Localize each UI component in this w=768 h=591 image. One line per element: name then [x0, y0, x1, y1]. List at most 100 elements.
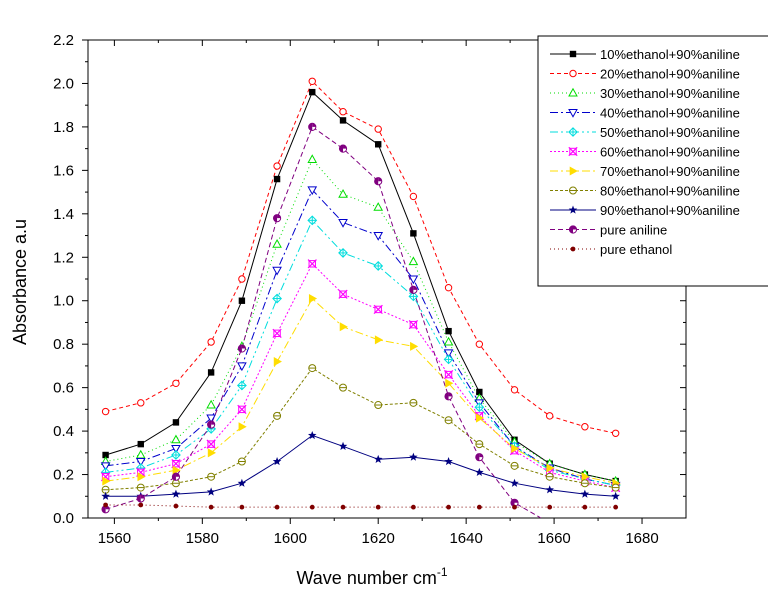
data-point	[443, 369, 454, 380]
data-point	[272, 214, 282, 223]
legend-item: 30%ethanol+90%aniline	[550, 86, 740, 101]
data-point	[611, 483, 620, 492]
data-point	[374, 177, 383, 186]
data-point	[272, 328, 282, 338]
axes: 1560 1580 1600 1620 1640 1660 1680 0.0 0.2 0.4 0.6…	[53, 32, 687, 547]
data-point	[237, 457, 246, 466]
data-point	[236, 380, 247, 391]
data-point	[545, 485, 554, 494]
legend-item: 70%ethanol+90%aniline	[550, 164, 740, 179]
series-markers-10	[101, 122, 519, 514]
data-point	[338, 219, 348, 228]
series-line-9	[105, 434, 616, 497]
data-point	[410, 230, 417, 237]
legend-label: 60%ethanol+90%aniline	[600, 145, 740, 160]
data-point	[273, 162, 281, 170]
legend-label: pure aniline	[600, 223, 667, 238]
data-point	[135, 449, 146, 459]
data-point	[307, 430, 317, 440]
data-point	[137, 440, 144, 448]
data-point	[546, 463, 555, 473]
data-point	[547, 504, 553, 510]
data-point	[272, 239, 282, 248]
markers-layer	[100, 77, 621, 514]
series-markers-2	[101, 77, 620, 437]
data-point	[580, 479, 589, 488]
legend-swatch-marker	[568, 205, 578, 214]
x-axis-label: Wave number cm-1	[296, 565, 447, 588]
legend-label: 20%ethanol+90%aniline	[600, 67, 740, 82]
data-point	[475, 453, 484, 462]
legend-swatch-marker	[568, 87, 578, 97]
data-point	[409, 452, 418, 461]
data-point	[512, 504, 517, 510]
legend-swatch-marker	[568, 225, 578, 234]
x-tick-label: 1680	[625, 530, 658, 547]
data-point	[238, 422, 247, 432]
data-point	[135, 458, 146, 467]
data-point	[510, 461, 519, 470]
legend-item: 90%ethanol+90%aniline	[550, 203, 740, 218]
x-tick-label: 1660	[537, 530, 570, 547]
y-tick-label: 1.4	[53, 206, 74, 223]
legend-swatch-marker	[569, 186, 577, 195]
data-point	[273, 175, 281, 183]
legend-item: pure aniline	[550, 223, 667, 238]
data-point	[409, 398, 418, 407]
legend-swatch-marker	[569, 166, 578, 176]
y-tick-label: 1.2	[53, 249, 74, 266]
data-point	[444, 457, 453, 466]
data-point	[339, 117, 347, 124]
data-point	[237, 404, 247, 414]
series-markers-6	[100, 259, 621, 493]
series-markers-7	[102, 294, 621, 488]
series-line-8	[105, 367, 616, 491]
data-point	[408, 256, 419, 266]
x-tick-label: 1560	[98, 530, 131, 547]
data-point	[409, 192, 418, 201]
data-point	[273, 357, 282, 367]
legend-item: pure ethanol	[550, 242, 672, 257]
x-tick-label: 1580	[186, 530, 219, 547]
data-point	[101, 407, 110, 416]
legend-swatch-marker	[568, 146, 578, 157]
data-point	[511, 443, 520, 453]
data-point	[136, 494, 145, 503]
data-point	[173, 503, 179, 509]
series-line-4	[105, 189, 616, 486]
legend-swatch-marker	[568, 109, 578, 118]
data-point	[272, 266, 282, 276]
data-point	[274, 504, 280, 510]
legend-label: 30%ethanol+90%aniline	[600, 86, 740, 101]
data-point	[443, 349, 454, 359]
data-point	[101, 491, 110, 500]
data-point	[475, 467, 484, 477]
data-point	[410, 341, 419, 351]
data-point	[206, 399, 216, 409]
data-point	[339, 322, 348, 332]
data-point	[408, 275, 419, 285]
data-point	[374, 335, 384, 345]
data-point	[373, 454, 383, 463]
data-point	[443, 354, 454, 365]
data-point	[171, 472, 181, 481]
data-point	[444, 416, 453, 425]
data-point	[338, 289, 348, 299]
series-markers-11	[103, 502, 619, 510]
series-line-1	[105, 91, 616, 482]
legend-label: 10%ethanol+90%aniline	[600, 47, 740, 62]
data-point	[510, 478, 519, 487]
data-point	[171, 444, 181, 454]
data-point	[611, 491, 620, 500]
data-point	[137, 472, 146, 482]
legend-item: 80%ethanol+90%aniline	[550, 184, 740, 199]
data-point	[307, 154, 318, 163]
data-point	[207, 369, 215, 376]
data-point	[580, 489, 590, 498]
legend-swatch-marker	[569, 50, 577, 58]
data-point	[476, 504, 482, 510]
y-tick-label: 0.2	[53, 467, 74, 484]
data-point	[611, 429, 620, 437]
data-point	[100, 462, 111, 472]
